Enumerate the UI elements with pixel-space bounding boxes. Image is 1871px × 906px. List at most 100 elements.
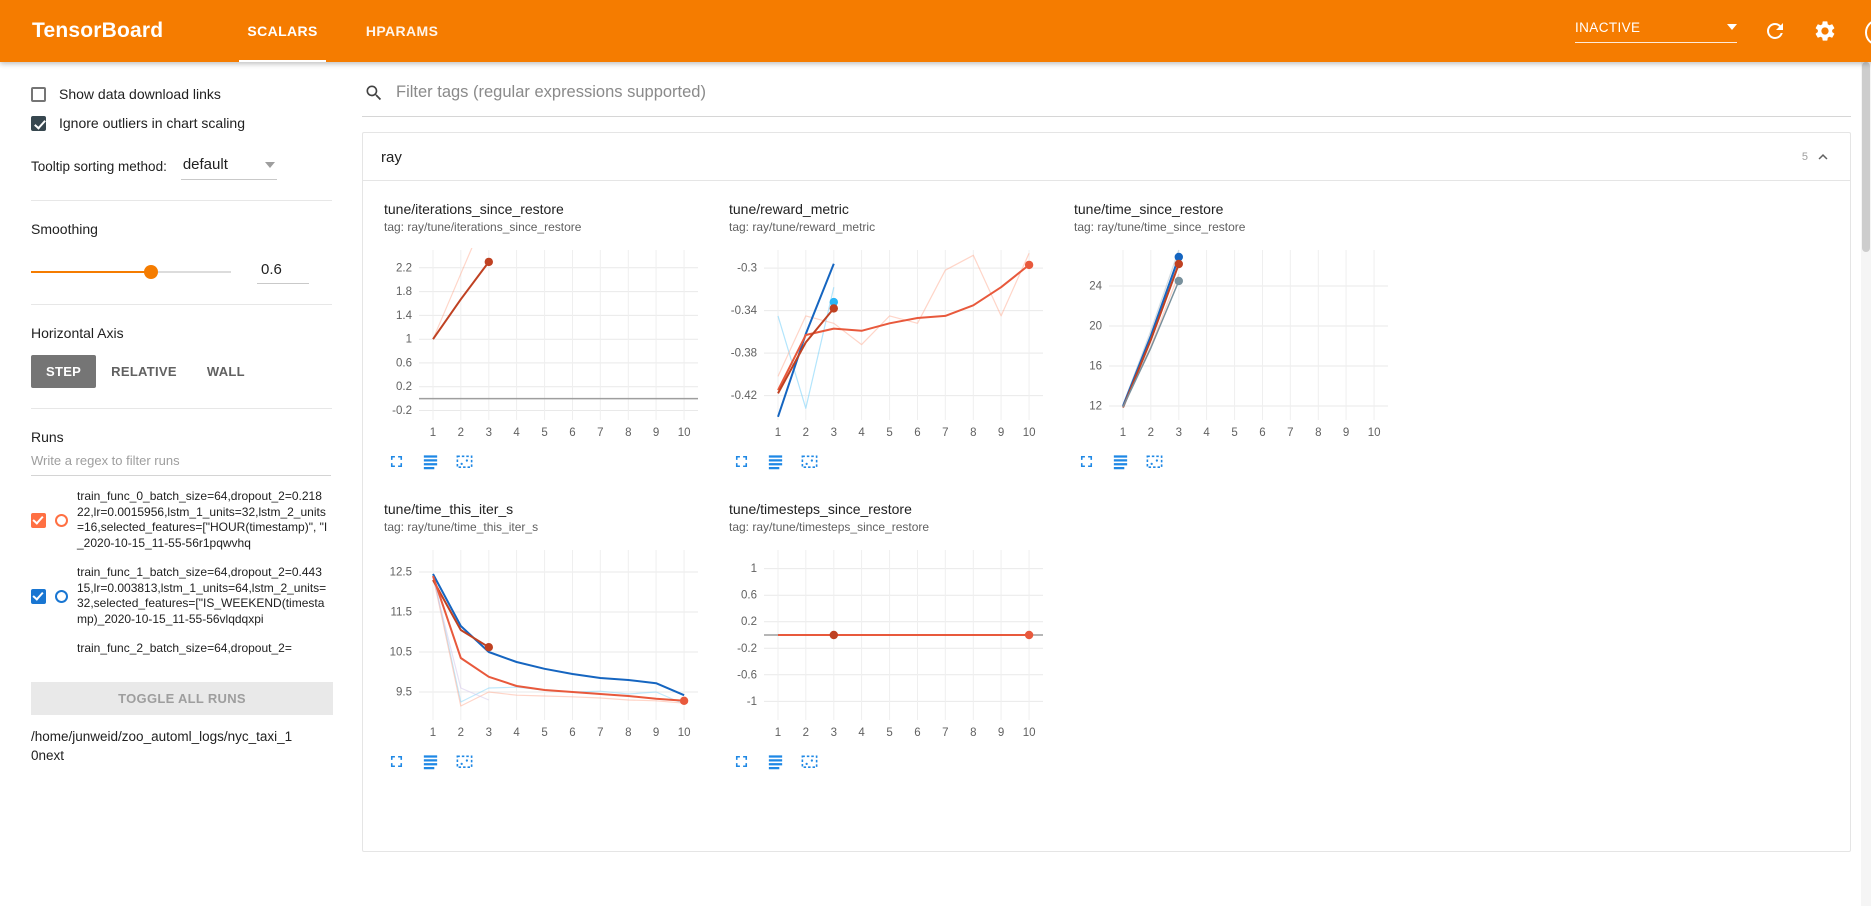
status-dropdown[interactable]: INACTIVE: [1575, 20, 1737, 43]
fit-data-icon[interactable]: [455, 452, 474, 471]
svg-text:2.2: 2.2: [396, 262, 412, 274]
svg-text:1.8: 1.8: [396, 286, 412, 298]
chart-title: tune/timesteps_since_restore: [729, 501, 912, 517]
svg-text:10: 10: [1023, 427, 1036, 439]
svg-text:3: 3: [831, 427, 837, 439]
settings-gear-icon[interactable]: [1813, 19, 1837, 43]
horizontal-axis-label: Horizontal Axis: [31, 325, 124, 341]
svg-text:7: 7: [597, 727, 603, 739]
svg-text:16: 16: [1089, 361, 1102, 373]
runs-menu-icon[interactable]: [766, 752, 785, 771]
svg-text:11.5: 11.5: [390, 607, 412, 619]
chart-card-time-this-iter: tune/time_this_iter_s tag: ray/tune/time…: [371, 493, 716, 779]
runs-menu-icon[interactable]: [766, 452, 785, 471]
vertical-scrollbar[interactable]: [1861, 62, 1871, 906]
svg-text:5: 5: [541, 427, 547, 439]
chart-plot[interactable]: -0.2 0.2 0.6 1 1.4 1.8 2.2 1 2 3 4 5 6 7 8 9 10: [377, 240, 712, 446]
show-download-links-checkbox[interactable]: [31, 86, 46, 102]
svg-text:7: 7: [1287, 427, 1293, 439]
chart-toolbar: [1077, 452, 1402, 471]
smoothing-slider-thumb[interactable]: [144, 264, 158, 279]
svg-text:2: 2: [1148, 427, 1154, 439]
run-item[interactable]: train_func_2_batch_size=64,dropout_2=: [31, 634, 331, 664]
tag-group-name: ray: [381, 148, 402, 166]
expand-chart-icon[interactable]: [387, 752, 406, 771]
chart-plot[interactable]: 12 16 20 24 1 2 3 4 5 6 7 8 9 10: [1067, 240, 1402, 446]
run-color-radio[interactable]: [55, 513, 68, 527]
svg-text:3: 3: [1176, 427, 1182, 439]
svg-text:5: 5: [1231, 427, 1237, 439]
chart-toolbar: [387, 452, 712, 471]
fit-data-icon[interactable]: [800, 752, 819, 771]
smoothing-slider[interactable]: [31, 264, 231, 279]
divider: [31, 200, 332, 201]
runs-label: Runs: [31, 429, 64, 445]
ignore-outliers-checkbox[interactable]: [31, 115, 46, 131]
run-checkbox[interactable]: [31, 512, 46, 528]
expand-chart-icon[interactable]: [732, 452, 751, 471]
chevron-up-icon[interactable]: [1814, 148, 1832, 166]
svg-text:12.5: 12.5: [390, 567, 412, 579]
svg-text:7: 7: [597, 427, 603, 439]
scrollbar-thumb[interactable]: [1862, 62, 1870, 252]
svg-text:9: 9: [998, 427, 1004, 439]
svg-text:6: 6: [569, 427, 575, 439]
top-tabs: SCALARS HPARAMS: [223, 0, 462, 62]
run-item[interactable]: train_func_1_batch_size=64,dropout_2=0.4…: [31, 558, 331, 634]
tag-filter-row: [362, 78, 1851, 117]
app-title: TensorBoard: [32, 19, 164, 42]
tooltip-sorting-row: Tooltip sorting method: default: [31, 153, 331, 180]
expand-chart-icon[interactable]: [1077, 452, 1096, 471]
axis-step-button[interactable]: STEP: [31, 355, 97, 388]
fit-data-icon[interactable]: [1145, 452, 1164, 471]
expand-chart-icon[interactable]: [732, 752, 751, 771]
fit-data-icon[interactable]: [455, 752, 474, 771]
svg-text:1: 1: [1120, 427, 1126, 439]
help-icon[interactable]: [1865, 19, 1871, 46]
tab-scalars[interactable]: SCALARS: [223, 0, 341, 62]
tag-filter-input[interactable]: [394, 82, 1847, 103]
smoothing-value-input[interactable]: [257, 259, 309, 284]
axis-relative-button[interactable]: RELATIVE: [111, 364, 177, 379]
runs-menu-icon[interactable]: [421, 752, 440, 771]
svg-text:-0.38: -0.38: [731, 348, 757, 360]
chart-plot[interactable]: 9.5 10.5 11.5 12.5 1 2 3 4 5 6 7 8 9 10: [377, 540, 712, 746]
divider: [31, 408, 332, 409]
show-download-links-checkbox-row[interactable]: Show data download links: [31, 86, 331, 102]
svg-text:0.2: 0.2: [741, 616, 757, 628]
svg-text:9: 9: [998, 727, 1004, 739]
chart-plot[interactable]: -0.42 -0.38 -0.34 -0.3 1 2 3 4 5 6 7 8 9 10: [722, 240, 1057, 446]
divider: [31, 304, 332, 305]
svg-text:5: 5: [886, 727, 892, 739]
main-content: ray 5 tune/iterations_since_restore tag:…: [348, 62, 1861, 906]
tag-group-header[interactable]: ray 5: [363, 133, 1850, 181]
runs-filter-input[interactable]: [31, 445, 331, 476]
svg-text:0.6: 0.6: [741, 590, 757, 602]
expand-chart-icon[interactable]: [387, 452, 406, 471]
runs-menu-icon[interactable]: [1111, 452, 1130, 471]
toggle-all-runs-button[interactable]: TOGGLE ALL RUNS: [31, 682, 333, 715]
svg-text:-0.2: -0.2: [392, 405, 412, 417]
svg-text:2: 2: [458, 727, 464, 739]
svg-text:10: 10: [1023, 727, 1036, 739]
fit-data-icon[interactable]: [800, 452, 819, 471]
run-color-radio[interactable]: [55, 589, 68, 603]
run-item[interactable]: train_func_0_batch_size=64,dropout_2=0.2…: [31, 482, 331, 558]
charts-grid: tune/iterations_since_restore tag: ray/t…: [363, 181, 1850, 787]
tooltip-sorting-dropdown[interactable]: default: [180, 153, 277, 180]
svg-text:3: 3: [486, 427, 492, 439]
svg-text:0.6: 0.6: [396, 357, 412, 369]
chart-plot[interactable]: -1 -0.6 -0.2 0.2 0.6 1 1 2 3 4 5 6 7 8 9 10: [722, 540, 1057, 746]
tab-hparams[interactable]: HPARAMS: [365, 23, 439, 39]
runs-menu-icon[interactable]: [421, 452, 440, 471]
tag-group-count: 5: [1801, 151, 1808, 163]
svg-text:10: 10: [1368, 427, 1381, 439]
svg-text:-1: -1: [747, 696, 757, 708]
run-checkbox[interactable]: [31, 588, 46, 604]
chevron-down-icon: [1727, 24, 1737, 30]
svg-text:0.2: 0.2: [396, 381, 412, 393]
refresh-icon[interactable]: [1763, 19, 1787, 43]
axis-wall-button[interactable]: WALL: [206, 364, 245, 379]
chart-tag: tag: ray/tune/timesteps_since_restore: [729, 520, 930, 534]
ignore-outliers-checkbox-row[interactable]: Ignore outliers in chart scaling: [31, 115, 331, 131]
